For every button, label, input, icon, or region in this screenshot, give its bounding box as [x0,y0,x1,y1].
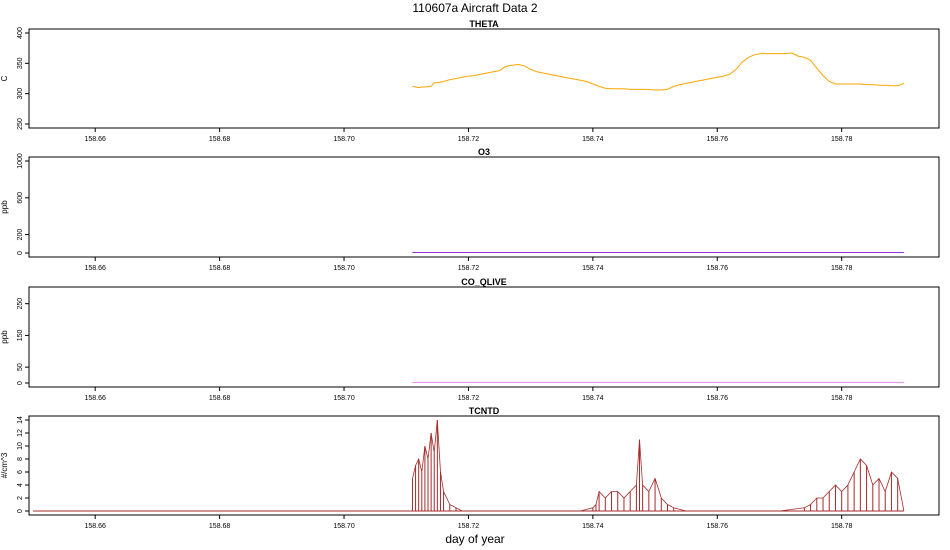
y-axis-label: C [0,75,9,81]
x-tick-label: 158.76 [707,523,729,530]
panel-title: O3 [478,147,490,157]
x-tick-label: 158.66 [84,136,106,143]
y-tick-label: 10 [17,442,24,450]
y-tick-label: 350 [17,57,24,69]
y-tick-label: 300 [17,88,24,100]
y-tick-label: 0 [17,381,24,385]
y-tick-label: 8 [17,457,24,461]
x-tick-label: 158.74 [582,523,604,530]
x-tick-label: 158.78 [831,136,853,143]
y-tick-label: 6 [17,470,24,474]
y-tick-label: 200 [17,229,24,241]
x-tick-label: 158.72 [458,395,480,402]
x-tick-label: 158.72 [458,523,480,530]
x-tick-label: 158.72 [458,136,480,143]
panel-frame [28,415,940,516]
x-tick-label: 158.76 [707,136,729,143]
x-tick-label: 158.70 [333,265,355,272]
y-axis-label: ppb [0,330,9,344]
y-tick-label: 12 [17,429,24,437]
y-tick-label: 50 [17,363,24,371]
y-tick-label: 2 [17,496,24,500]
panel-co-qlive: CO_QLIVE 158.66 158.68 158.70 158.72 158.74 15… [0,277,940,402]
y-axis-label: #/cm^3 [0,452,9,478]
x-tick-label: 158.74 [582,136,604,143]
y-tick-label: 14 [17,416,24,424]
y-tick-label: 250 [17,298,24,310]
y-tick-label: 400 [17,27,24,39]
x-tick-label: 158.78 [831,523,853,530]
y-tick-label: 0 [17,509,24,513]
x-tick-label: 158.66 [84,395,106,402]
x-tick-label: 158.78 [831,395,853,402]
x-tick-label: 158.76 [707,395,729,402]
x-tick-label: 158.68 [209,136,231,143]
panel-tcntd: TCNTD 158.66 158.68 158.70 158.72 158.74 158.7… [0,406,940,530]
x-tick-label: 158.66 [84,265,106,272]
x-tick-label: 158.68 [209,523,231,530]
panel-frame [28,28,940,129]
x-tick-label: 158.70 [333,395,355,402]
x-tick-label: 158.70 [333,523,355,530]
panel-o3: O3 158.66 158.68 158.70 158.72 158.74 158.76 15… [0,147,940,272]
x-tick-label: 158.74 [582,265,604,272]
x-tick-label: 158.78 [831,265,853,272]
x-tick-label: 158.68 [209,395,231,402]
panel-frame [28,156,940,258]
y-tick-label: 250 [17,118,24,130]
figure-title: 110607a Aircraft Data 2 [412,1,538,15]
y-tick-label: 4 [17,483,24,487]
series-line [412,52,905,91]
x-tick-label: 158.70 [333,136,355,143]
y-tick-label: 1000 [17,153,24,169]
chart-panels: THETA 158.66 158.68 158.70 158.72 158.74 158.7… [0,19,940,530]
panel-title: TCNTD [469,406,500,416]
panel-title: THETA [469,19,499,29]
y-axis-label: ppb [0,200,9,214]
x-axis-label: day of year [445,532,504,546]
series-line [412,419,905,512]
panel-title: CO_QLIVE [461,277,507,287]
y-tick-label: 0 [17,251,24,255]
panel-theta: THETA 158.66 158.68 158.70 158.72 158.74 158.7… [0,19,940,143]
panel-frame [28,286,940,388]
x-tick-label: 158.74 [582,395,604,402]
x-tick-label: 158.68 [209,265,231,272]
x-tick-label: 158.76 [707,265,729,272]
x-tick-label: 158.72 [458,265,480,272]
x-tick-label: 158.66 [84,523,106,530]
y-tick-label: 150 [17,329,24,341]
y-tick-label: 600 [17,192,24,204]
